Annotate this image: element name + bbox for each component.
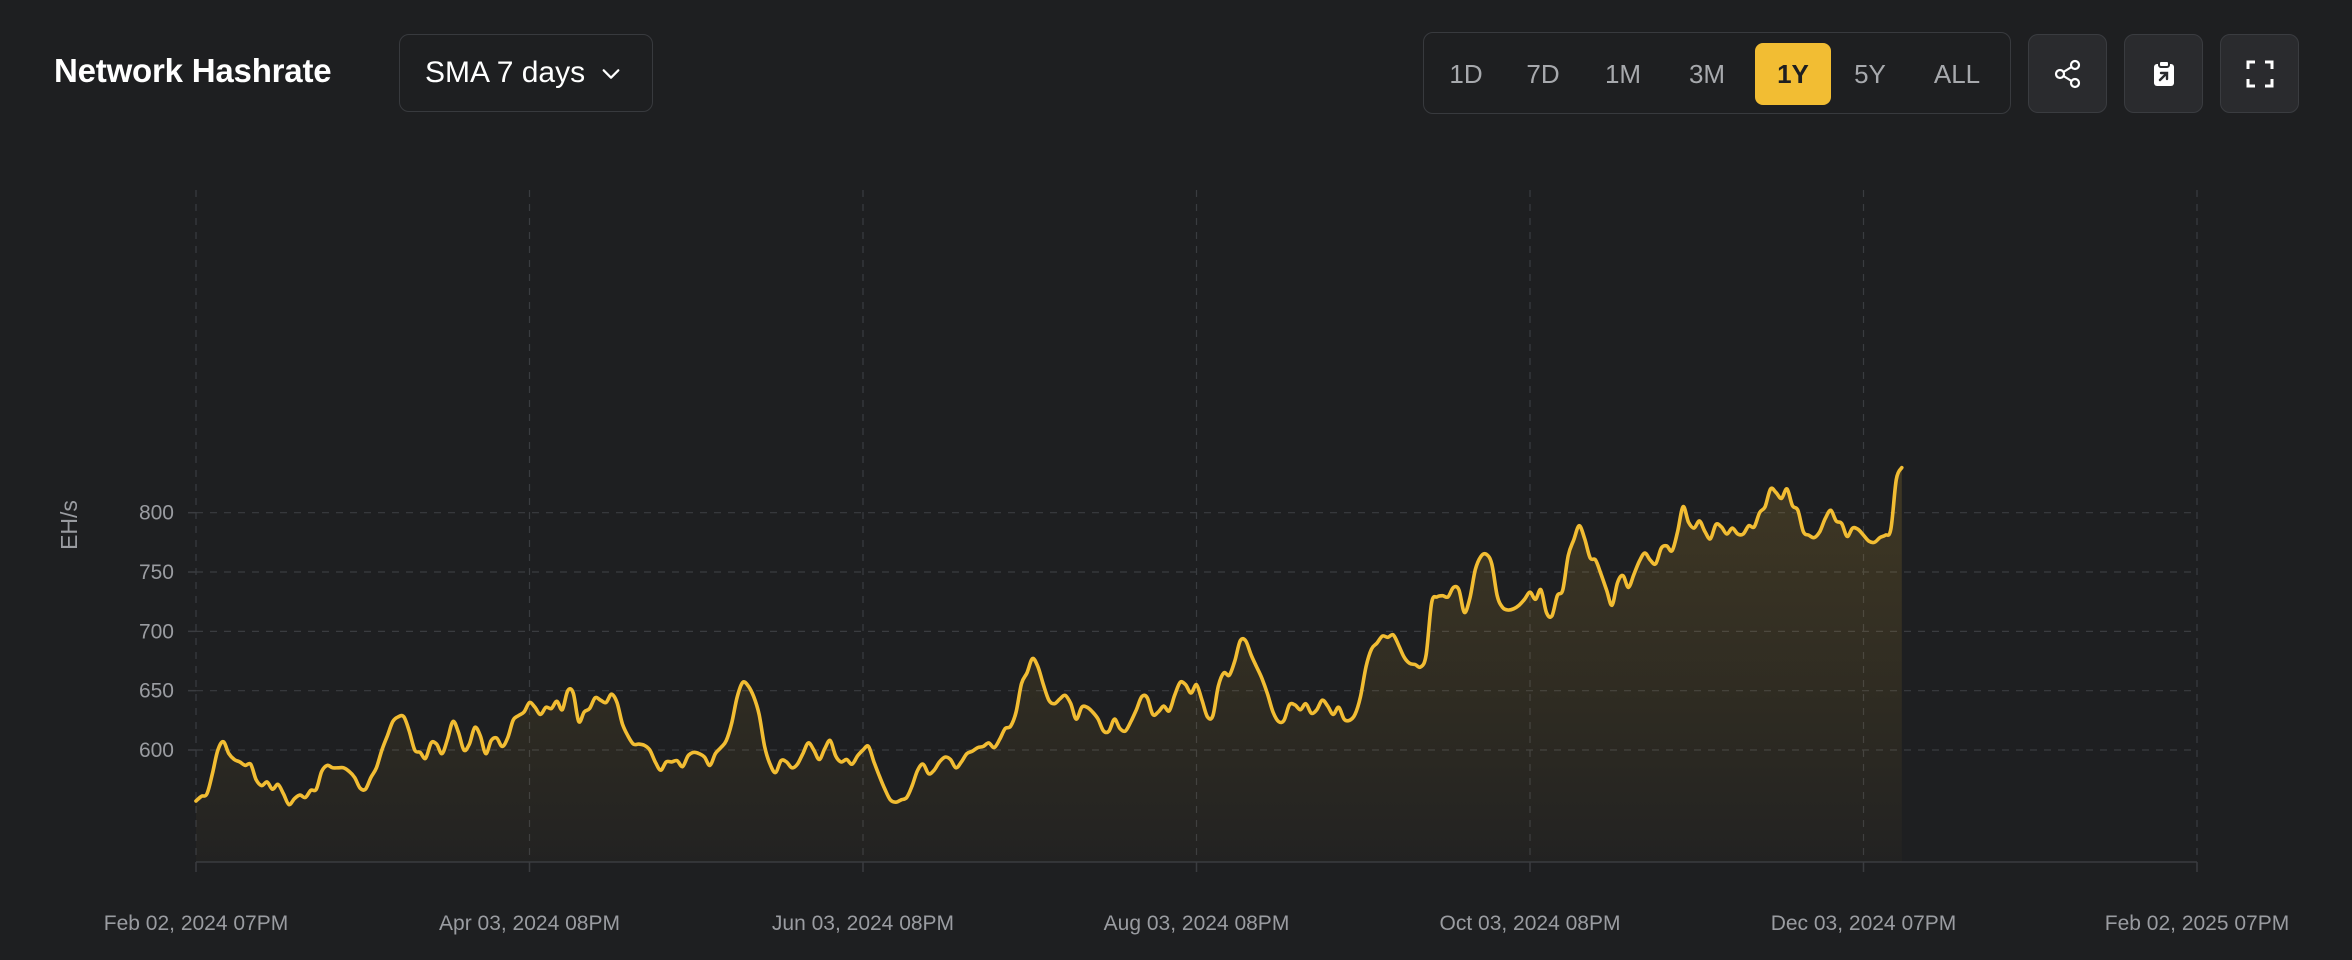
range-button-3m[interactable]: 3M [1688, 59, 1726, 89]
y-tick-label: 700 [139, 620, 174, 643]
y-axis-title: EH/s [56, 500, 82, 550]
hashrate-series-line[interactable] [194, 465, 1904, 807]
x-tick-label: Aug 03, 2024 08PM [1104, 912, 1290, 935]
time-range-group: 1D 7D 1M 3M 1Y 5Y ALL [1423, 32, 2011, 114]
copy-to-clipboard-button[interactable] [2124, 34, 2203, 113]
x-tick-label: Jun 03, 2024 08PM [772, 912, 954, 935]
y-tick-label: 750 [139, 561, 174, 584]
range-button-5y[interactable]: 5Y [1854, 59, 1886, 89]
y-tick-label: 800 [139, 502, 174, 525]
sma-period-select[interactable]: SMA 7 days [399, 34, 653, 112]
clipboard-icon [2153, 59, 2174, 86]
x-tick-label: Oct 03, 2024 08PM [1440, 912, 1621, 935]
hashrate-area-fill [196, 467, 1902, 862]
x-tick-label: Apr 03, 2024 08PM [439, 912, 620, 935]
range-button-1y[interactable]: 1Y [1755, 43, 1831, 105]
chart-title: Network Hashrate [54, 52, 332, 89]
range-button-1m[interactable]: 1M [1604, 59, 1642, 89]
x-tick-label: Feb 02, 2024 07PM [104, 912, 288, 935]
fullscreen-button[interactable] [2220, 34, 2299, 113]
range-button-all[interactable]: ALL [1933, 59, 1981, 89]
x-tick-label: Dec 03, 2024 07PM [1771, 912, 1957, 935]
y-tick-label: 600 [139, 739, 174, 762]
share-icon [2054, 59, 2080, 88]
range-button-1d[interactable]: 1D [1449, 59, 1483, 89]
share-button[interactable] [2028, 34, 2107, 113]
fullscreen-icon [2246, 60, 2273, 87]
x-tick-label: Feb 02, 2025 07PM [2105, 912, 2289, 935]
range-button-7d[interactable]: 7D [1526, 59, 1560, 89]
chevron-down-icon [602, 69, 620, 79]
y-tick-label: 650 [139, 680, 174, 703]
sma-period-value: SMA 7 days [425, 56, 586, 89]
